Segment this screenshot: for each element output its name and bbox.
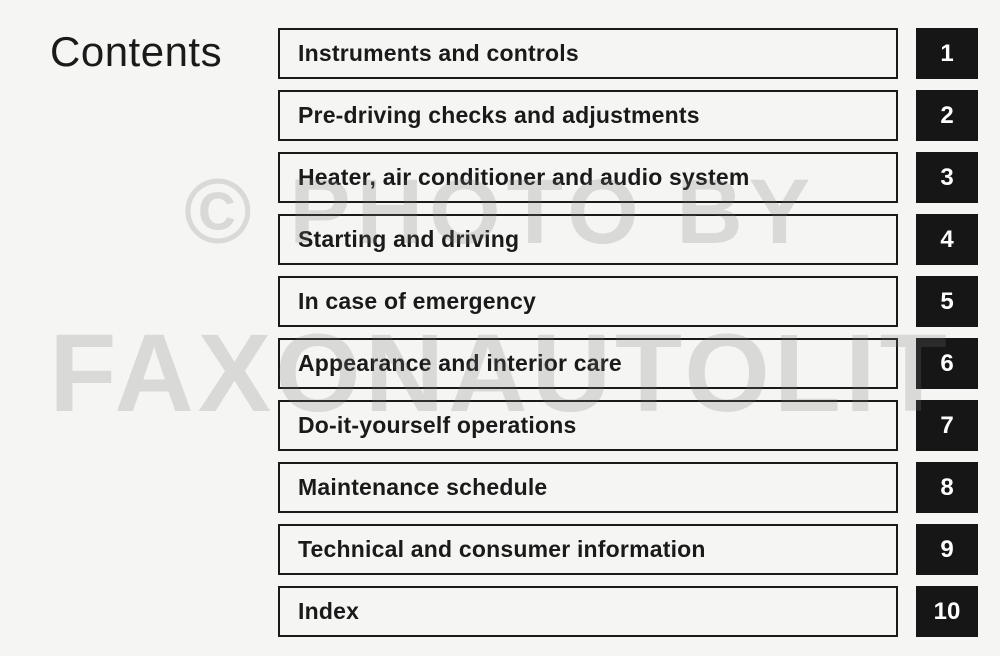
row-gap [898, 338, 916, 389]
chapter-tab: 1 [916, 28, 978, 79]
chapter-label: Technical and consumer information [278, 524, 898, 575]
chapter-label: Do-it-yourself operations [278, 400, 898, 451]
row-gap [898, 276, 916, 327]
contents-row: Index 10 [278, 586, 978, 637]
chapter-tab: 7 [916, 400, 978, 451]
row-gap [898, 586, 916, 637]
contents-page: Contents Instruments and controls 1 Pre-… [0, 0, 1000, 656]
contents-list: Instruments and controls 1 Pre-driving c… [278, 28, 978, 648]
chapter-tab: 9 [916, 524, 978, 575]
row-gap [898, 90, 916, 141]
chapter-label: Heater, air conditioner and audio system [278, 152, 898, 203]
contents-row: Appearance and interior care 6 [278, 338, 978, 389]
chapter-tab: 10 [916, 586, 978, 637]
contents-row: Instruments and controls 1 [278, 28, 978, 79]
contents-row: Pre-driving checks and adjustments 2 [278, 90, 978, 141]
chapter-tab: 5 [916, 276, 978, 327]
chapter-label: Maintenance schedule [278, 462, 898, 513]
chapter-label: Index [278, 586, 898, 637]
contents-row: Technical and consumer information 9 [278, 524, 978, 575]
chapter-label: Appearance and interior care [278, 338, 898, 389]
chapter-label: Pre-driving checks and adjustments [278, 90, 898, 141]
contents-row: In case of emergency 5 [278, 276, 978, 327]
row-gap [898, 400, 916, 451]
page-title: Contents [50, 28, 222, 76]
chapter-tab: 3 [916, 152, 978, 203]
chapter-tab: 6 [916, 338, 978, 389]
row-gap [898, 462, 916, 513]
contents-row: Starting and driving 4 [278, 214, 978, 265]
contents-row: Do-it-yourself operations 7 [278, 400, 978, 451]
row-gap [898, 524, 916, 575]
row-gap [898, 28, 916, 79]
contents-row: Maintenance schedule 8 [278, 462, 978, 513]
chapter-tab: 4 [916, 214, 978, 265]
chapter-tab: 8 [916, 462, 978, 513]
contents-row: Heater, air conditioner and audio system… [278, 152, 978, 203]
chapter-tab: 2 [916, 90, 978, 141]
chapter-label: Starting and driving [278, 214, 898, 265]
chapter-label: In case of emergency [278, 276, 898, 327]
row-gap [898, 214, 916, 265]
chapter-label: Instruments and controls [278, 28, 898, 79]
row-gap [898, 152, 916, 203]
